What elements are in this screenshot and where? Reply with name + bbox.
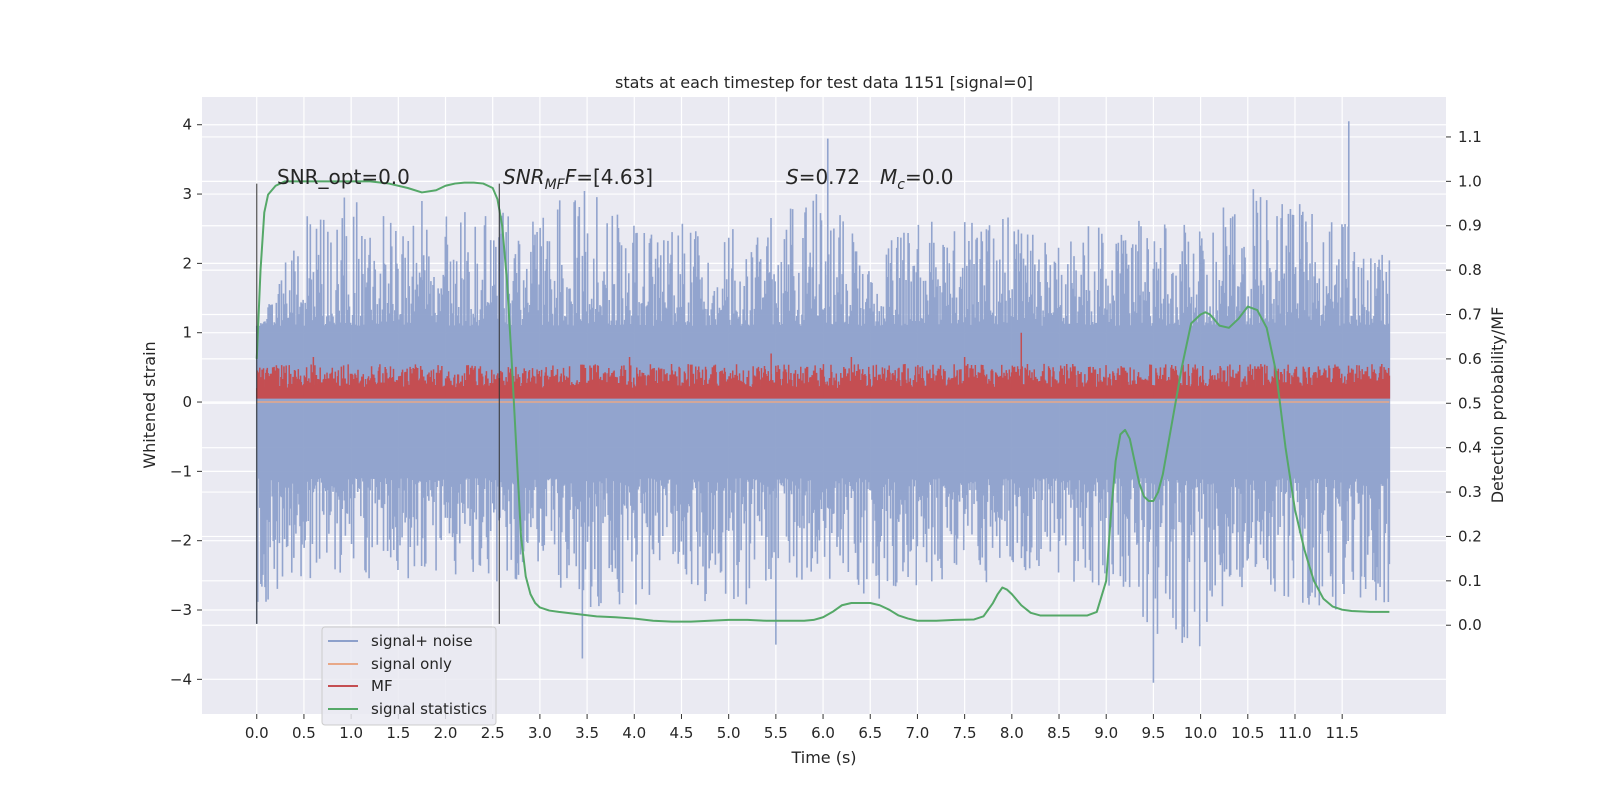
annotation-s-label: S — [786, 165, 799, 189]
annotation-snr-mf-sub: MF — [545, 177, 566, 193]
y-tick-label-right: 0.3 — [1458, 483, 1482, 501]
annotation-s: S=0.72 — [786, 165, 860, 189]
x-tick-label: 7.5 — [953, 724, 977, 742]
y-tick-label-right: 0.5 — [1458, 394, 1482, 412]
x-tick-label: 0.0 — [245, 724, 269, 742]
x-tick-label: 8.5 — [1047, 724, 1071, 742]
x-tick-label: 10.0 — [1184, 724, 1217, 742]
x-tick-label: 10.5 — [1231, 724, 1264, 742]
annotation-mc: Mc=0.0 — [880, 165, 954, 193]
annotation-snr-mf: SNRMFF=[4.63] — [503, 165, 653, 193]
annotation-mc-value: =0.0 — [905, 165, 954, 189]
series-signal-statistics-line — [255, 180, 1390, 623]
annotation-mc-sub: c — [897, 177, 905, 193]
x-tick-label: 8.0 — [1000, 724, 1024, 742]
y-tick-label-right: 0.1 — [1458, 572, 1482, 590]
chart-title: stats at each timestep for test data 115… — [615, 73, 1033, 92]
y-axis-right-label: Detection probability/MF — [1488, 307, 1507, 504]
y-tick-label-left: −3 — [170, 601, 192, 619]
x-tick-label: 3.5 — [575, 724, 599, 742]
y-tick-label-right: 1.0 — [1458, 172, 1482, 190]
legend-box — [321, 626, 497, 726]
legend: signal+ noise signal only MF signal stat… — [321, 626, 497, 726]
y-axis-right-ticks: 1.1 1.0 0.9 0.8 0.7 0.6 0.5 0.4 0.3 0.2 0.1 0.0 — [1446, 128, 1482, 634]
marker-lines — [256, 183, 500, 624]
annotation-mc-label: M — [880, 165, 897, 189]
y-tick-label-left: −2 — [170, 532, 192, 550]
legend-label-mf: MF — [371, 677, 393, 695]
y-tick-label-left: 0 — [182, 393, 192, 411]
y-tick-label-right: 0.2 — [1458, 527, 1482, 545]
y-tick-label-left: 4 — [182, 116, 192, 134]
x-tick-label: 1.0 — [339, 724, 363, 742]
x-tick-label: 9.0 — [1094, 724, 1118, 742]
x-tick-label: 2.0 — [434, 724, 458, 742]
y-tick-label-left: 3 — [182, 185, 192, 203]
annotation-snr-mf-italic-f: F — [565, 165, 577, 189]
annotation-s-value: =0.72 — [799, 165, 860, 189]
annotation-snr-mf-label: SNR — [503, 165, 545, 189]
x-axis-ticks: 0.0 0.5 1.0 1.5 2.0 2.5 3.0 3.5 4.0 4.5 5.0 5.5 6.0 6… — [245, 714, 1359, 742]
legend-label-signal-noise: signal+ noise — [371, 632, 473, 650]
x-tick-label: 5.0 — [717, 724, 741, 742]
y-tick-label-right: 0.7 — [1458, 306, 1482, 324]
x-axis-label: Time (s) — [790, 748, 856, 767]
x-tick-label: 6.5 — [858, 724, 882, 742]
x-tick-label: 2.5 — [481, 724, 505, 742]
x-tick-label: 5.5 — [764, 724, 788, 742]
y-axis-left-ticks: 4 3 2 1 0 −1 −2 −3 −4 — [170, 116, 202, 688]
x-tick-label: 6.0 — [811, 724, 835, 742]
x-tick-label: 7.0 — [906, 724, 930, 742]
y-tick-label-left: −1 — [170, 462, 192, 480]
annotation-snr-mf-value: =[4.63] — [576, 165, 653, 189]
x-tick-label: 4.5 — [670, 724, 694, 742]
y-tick-label-right: 0.4 — [1458, 439, 1482, 457]
y-tick-label-right: 0.0 — [1458, 616, 1482, 634]
x-tick-label: 9.5 — [1141, 724, 1165, 742]
legend-label-signal-only: signal only — [371, 655, 452, 673]
annotation-snr-opt: SNR_opt=0.0 — [277, 165, 410, 189]
y-tick-label-right: 0.9 — [1458, 217, 1482, 235]
x-tick-label: 11.0 — [1278, 724, 1311, 742]
y-tick-label-right: 1.1 — [1458, 128, 1482, 146]
y-tick-label-left: 1 — [182, 324, 192, 342]
legend-label-signal-statistics: signal statistics — [371, 700, 487, 718]
x-tick-label: 4.0 — [622, 724, 646, 742]
x-tick-label: 11.5 — [1325, 724, 1358, 742]
y-tick-label-left: 2 — [182, 254, 192, 272]
y-tick-label-right: 0.8 — [1458, 261, 1482, 279]
y-tick-label-right: 0.6 — [1458, 350, 1482, 368]
x-tick-label: 3.0 — [528, 724, 552, 742]
y-tick-label-left: −4 — [170, 670, 192, 688]
x-tick-label: 1.5 — [386, 724, 410, 742]
y-axis-left-label: Whitened strain — [140, 341, 159, 468]
x-tick-label: 0.5 — [292, 724, 316, 742]
